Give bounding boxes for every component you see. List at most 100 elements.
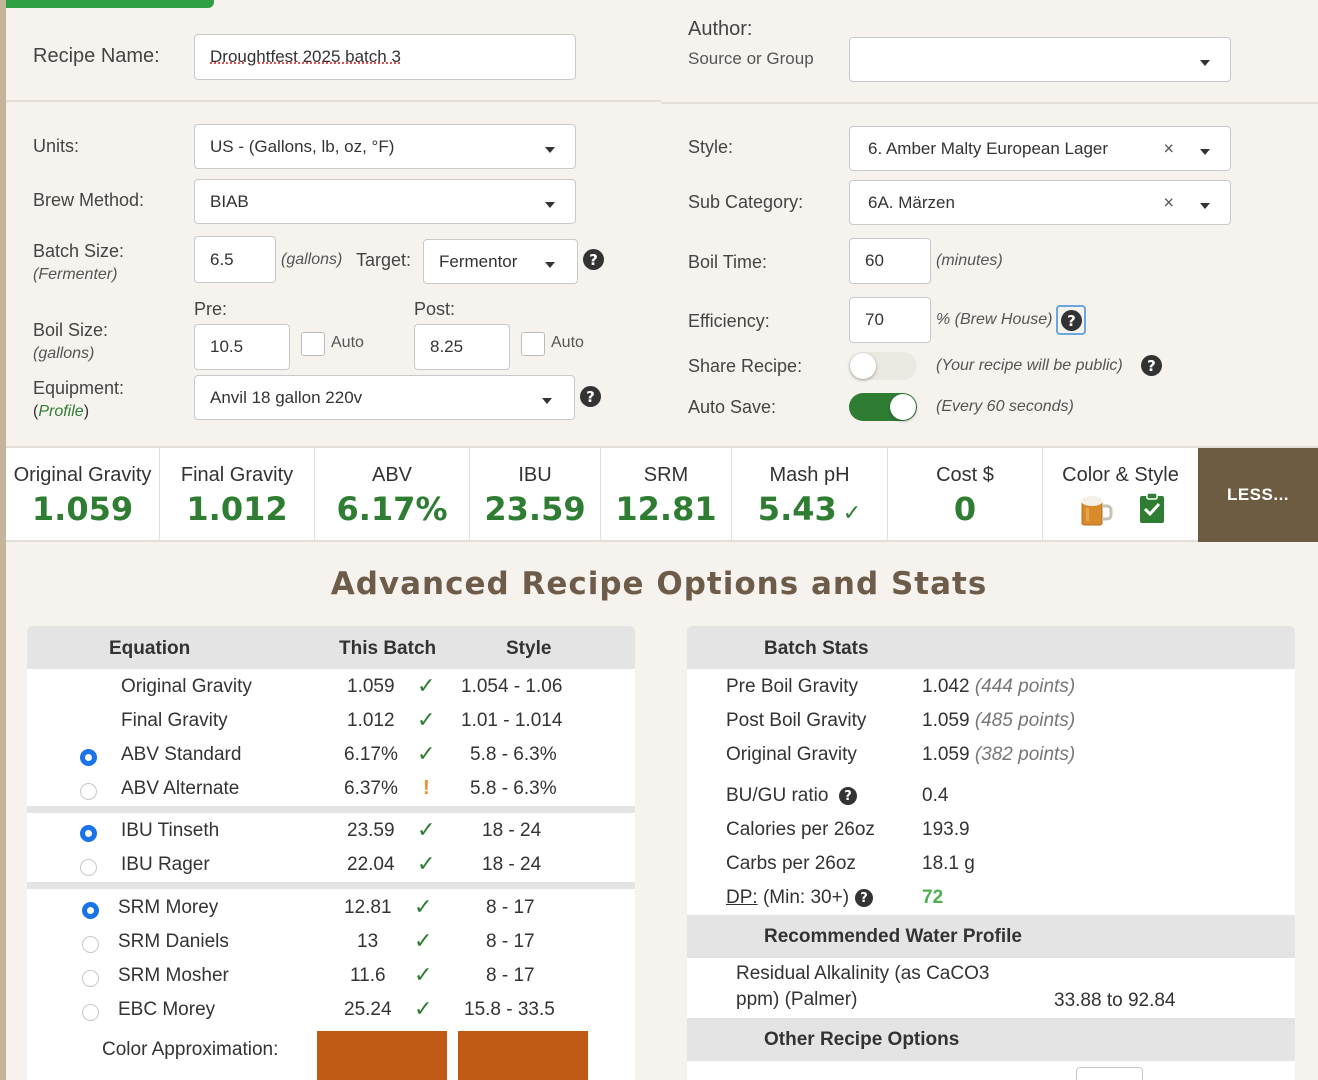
group-divider bbox=[27, 882, 635, 889]
help-icon[interactable]: ? bbox=[1141, 355, 1162, 376]
check-icon: ✓ bbox=[414, 962, 433, 987]
paren-open: ( bbox=[33, 403, 39, 420]
paren-close: ) bbox=[83, 403, 90, 420]
stat-fg-value: 1.012 bbox=[186, 490, 288, 528]
profile-link[interactable]: Profile bbox=[38, 403, 84, 420]
carbs-label: Carbs per 26oz bbox=[726, 853, 856, 874]
efficiency-unit: % (Brew House) bbox=[936, 311, 1053, 328]
pre-auto-checkbox[interactable] bbox=[301, 332, 325, 356]
target-label: Target: bbox=[356, 250, 412, 270]
pre-boil-value: 1.042 bbox=[922, 676, 970, 697]
check-icon: ✓ bbox=[414, 894, 433, 919]
post-boil-input[interactable]: 8.25 bbox=[414, 324, 510, 370]
style-color-swatch bbox=[458, 1031, 588, 1080]
batch-size-sub: (Fermenter) bbox=[33, 266, 118, 283]
bugu-value: 0.4 bbox=[922, 785, 949, 806]
stat-ibu-label: IBU bbox=[518, 464, 552, 486]
og-points: (382 points) bbox=[974, 744, 1076, 765]
boil-time-label: Boil Time: bbox=[688, 252, 768, 272]
stat-ibu: IBU 23.59 bbox=[470, 448, 601, 542]
units-value: US - (Gallons, lb, oz, °F) bbox=[210, 136, 395, 156]
ibu-tinseth-radio[interactable] bbox=[80, 825, 97, 842]
less-button[interactable]: LESS... bbox=[1198, 448, 1318, 542]
abv-alternate-radio[interactable] bbox=[80, 783, 97, 800]
author-select[interactable] bbox=[849, 37, 1231, 82]
style-value: 6. Amber Malty European Lager bbox=[868, 138, 1109, 158]
target-select[interactable]: Fermentor bbox=[423, 239, 578, 284]
stat-abv-label: ABV bbox=[371, 464, 413, 486]
pre-boil-value: 10.5 bbox=[210, 337, 244, 356]
recipe-name-input[interactable]: Droughtfest 2025 batch 3 bbox=[194, 34, 576, 80]
eq-row-name: SRM Daniels bbox=[118, 931, 229, 952]
autosave-label: Auto Save: bbox=[688, 397, 777, 417]
stat-srm-label: SRM bbox=[643, 464, 689, 486]
eq-row-batch: 22.04 bbox=[347, 854, 395, 875]
water-profile-header: Recommended Water Profile bbox=[687, 915, 1295, 958]
ebc-morey-radio[interactable] bbox=[82, 1004, 99, 1021]
pre-boil-points: (444 points) bbox=[974, 676, 1076, 697]
brew-method-select[interactable]: BIAB bbox=[194, 179, 576, 224]
srm-mosher-radio[interactable] bbox=[82, 970, 99, 987]
stat-ph: Mash pH 5.43 ✓ bbox=[732, 448, 888, 542]
boil-time-input[interactable]: 60 bbox=[849, 238, 931, 284]
equation-panel: Equation This Batch Style Original Gravi… bbox=[27, 626, 635, 1080]
post-label: Post: bbox=[414, 299, 456, 319]
eq-row-name: EBC Morey bbox=[118, 999, 216, 1020]
profile-line: (Profile) bbox=[33, 403, 89, 421]
stat-cost-label: Cost $ bbox=[936, 464, 994, 486]
other-options-header: Other Recipe Options bbox=[687, 1018, 1295, 1061]
brew-method-label: Brew Method: bbox=[33, 190, 145, 210]
help-icon[interactable]: ? bbox=[1061, 310, 1082, 331]
stat-ph-value: 5.43 bbox=[757, 490, 837, 528]
calories-label: Calories per 26oz bbox=[726, 819, 875, 840]
share-label: Share Recipe: bbox=[688, 356, 803, 376]
eq-row-style: 8 - 17 bbox=[486, 965, 535, 986]
eq-row-batch: 6.17% bbox=[344, 744, 398, 765]
eq-row-batch: 11.6 bbox=[350, 965, 386, 986]
post-boil-line: 1.059 (485 points) bbox=[922, 710, 1075, 732]
chevron-down-icon bbox=[1200, 202, 1210, 209]
style-label: Style: bbox=[688, 137, 734, 157]
units-select[interactable]: US - (Gallons, lb, oz, °F) bbox=[194, 124, 576, 169]
batch-size-unit: (gallons) bbox=[281, 251, 343, 268]
eq-row-batch: 25.24 bbox=[344, 999, 392, 1020]
abv-standard-radio[interactable] bbox=[80, 749, 97, 766]
stat-ph-label: Mash pH bbox=[769, 464, 850, 486]
ra-label-1: Residual Alkalinity (as CaCO3 bbox=[736, 963, 990, 984]
boil-time-value: 60 bbox=[865, 251, 884, 270]
clear-icon[interactable]: × bbox=[1163, 192, 1174, 212]
help-icon[interactable]: ? bbox=[580, 386, 601, 407]
style-select[interactable]: 6. Amber Malty European Lager × bbox=[849, 126, 1231, 171]
author-label: Author: bbox=[688, 18, 753, 40]
toggle-knob bbox=[890, 394, 916, 420]
stat-color-label: Color & Style bbox=[1062, 464, 1179, 486]
eq-row-style: 18 - 24 bbox=[482, 820, 542, 841]
ra-label-2: ppm) (Palmer) bbox=[736, 989, 858, 1010]
clear-icon[interactable]: × bbox=[1163, 138, 1174, 158]
efficiency-input[interactable]: 70 bbox=[849, 297, 931, 343]
share-toggle[interactable] bbox=[849, 352, 917, 380]
subcat-select[interactable]: 6A. Märzen × bbox=[849, 180, 1231, 225]
check-icon: ✓ bbox=[417, 851, 436, 876]
other-options-title: Other Recipe Options bbox=[764, 1029, 960, 1050]
stats-bar: Original Gravity 1.059 Final Gravity 1.0… bbox=[6, 446, 1318, 542]
dp-link[interactable]: DP: bbox=[726, 887, 758, 908]
ibu-rager-radio[interactable] bbox=[80, 859, 97, 876]
help-icon[interactable]: ? bbox=[839, 787, 857, 805]
equipment-select[interactable]: Anvil 18 gallon 220v bbox=[194, 375, 575, 420]
check-icon: ✓ bbox=[417, 673, 436, 698]
autosave-toggle[interactable] bbox=[849, 393, 917, 421]
stat-ibu-value: 23.59 bbox=[484, 490, 586, 528]
help-icon[interactable]: ? bbox=[855, 889, 873, 907]
other-option-input[interactable] bbox=[1076, 1067, 1143, 1080]
post-auto-checkbox[interactable] bbox=[521, 332, 545, 356]
srm-daniels-radio[interactable] bbox=[82, 936, 99, 953]
dp-value: 72 bbox=[922, 887, 944, 908]
srm-morey-radio[interactable] bbox=[82, 902, 99, 919]
eq-row-batch: 1.012 bbox=[347, 710, 395, 731]
eq-row-name: IBU Rager bbox=[121, 854, 210, 875]
pre-boil-input[interactable]: 10.5 bbox=[194, 324, 290, 370]
help-icon[interactable]: ? bbox=[583, 249, 604, 270]
eq-row-name: ABV Standard bbox=[121, 744, 242, 765]
batch-size-input[interactable]: 6.5 bbox=[194, 236, 276, 283]
